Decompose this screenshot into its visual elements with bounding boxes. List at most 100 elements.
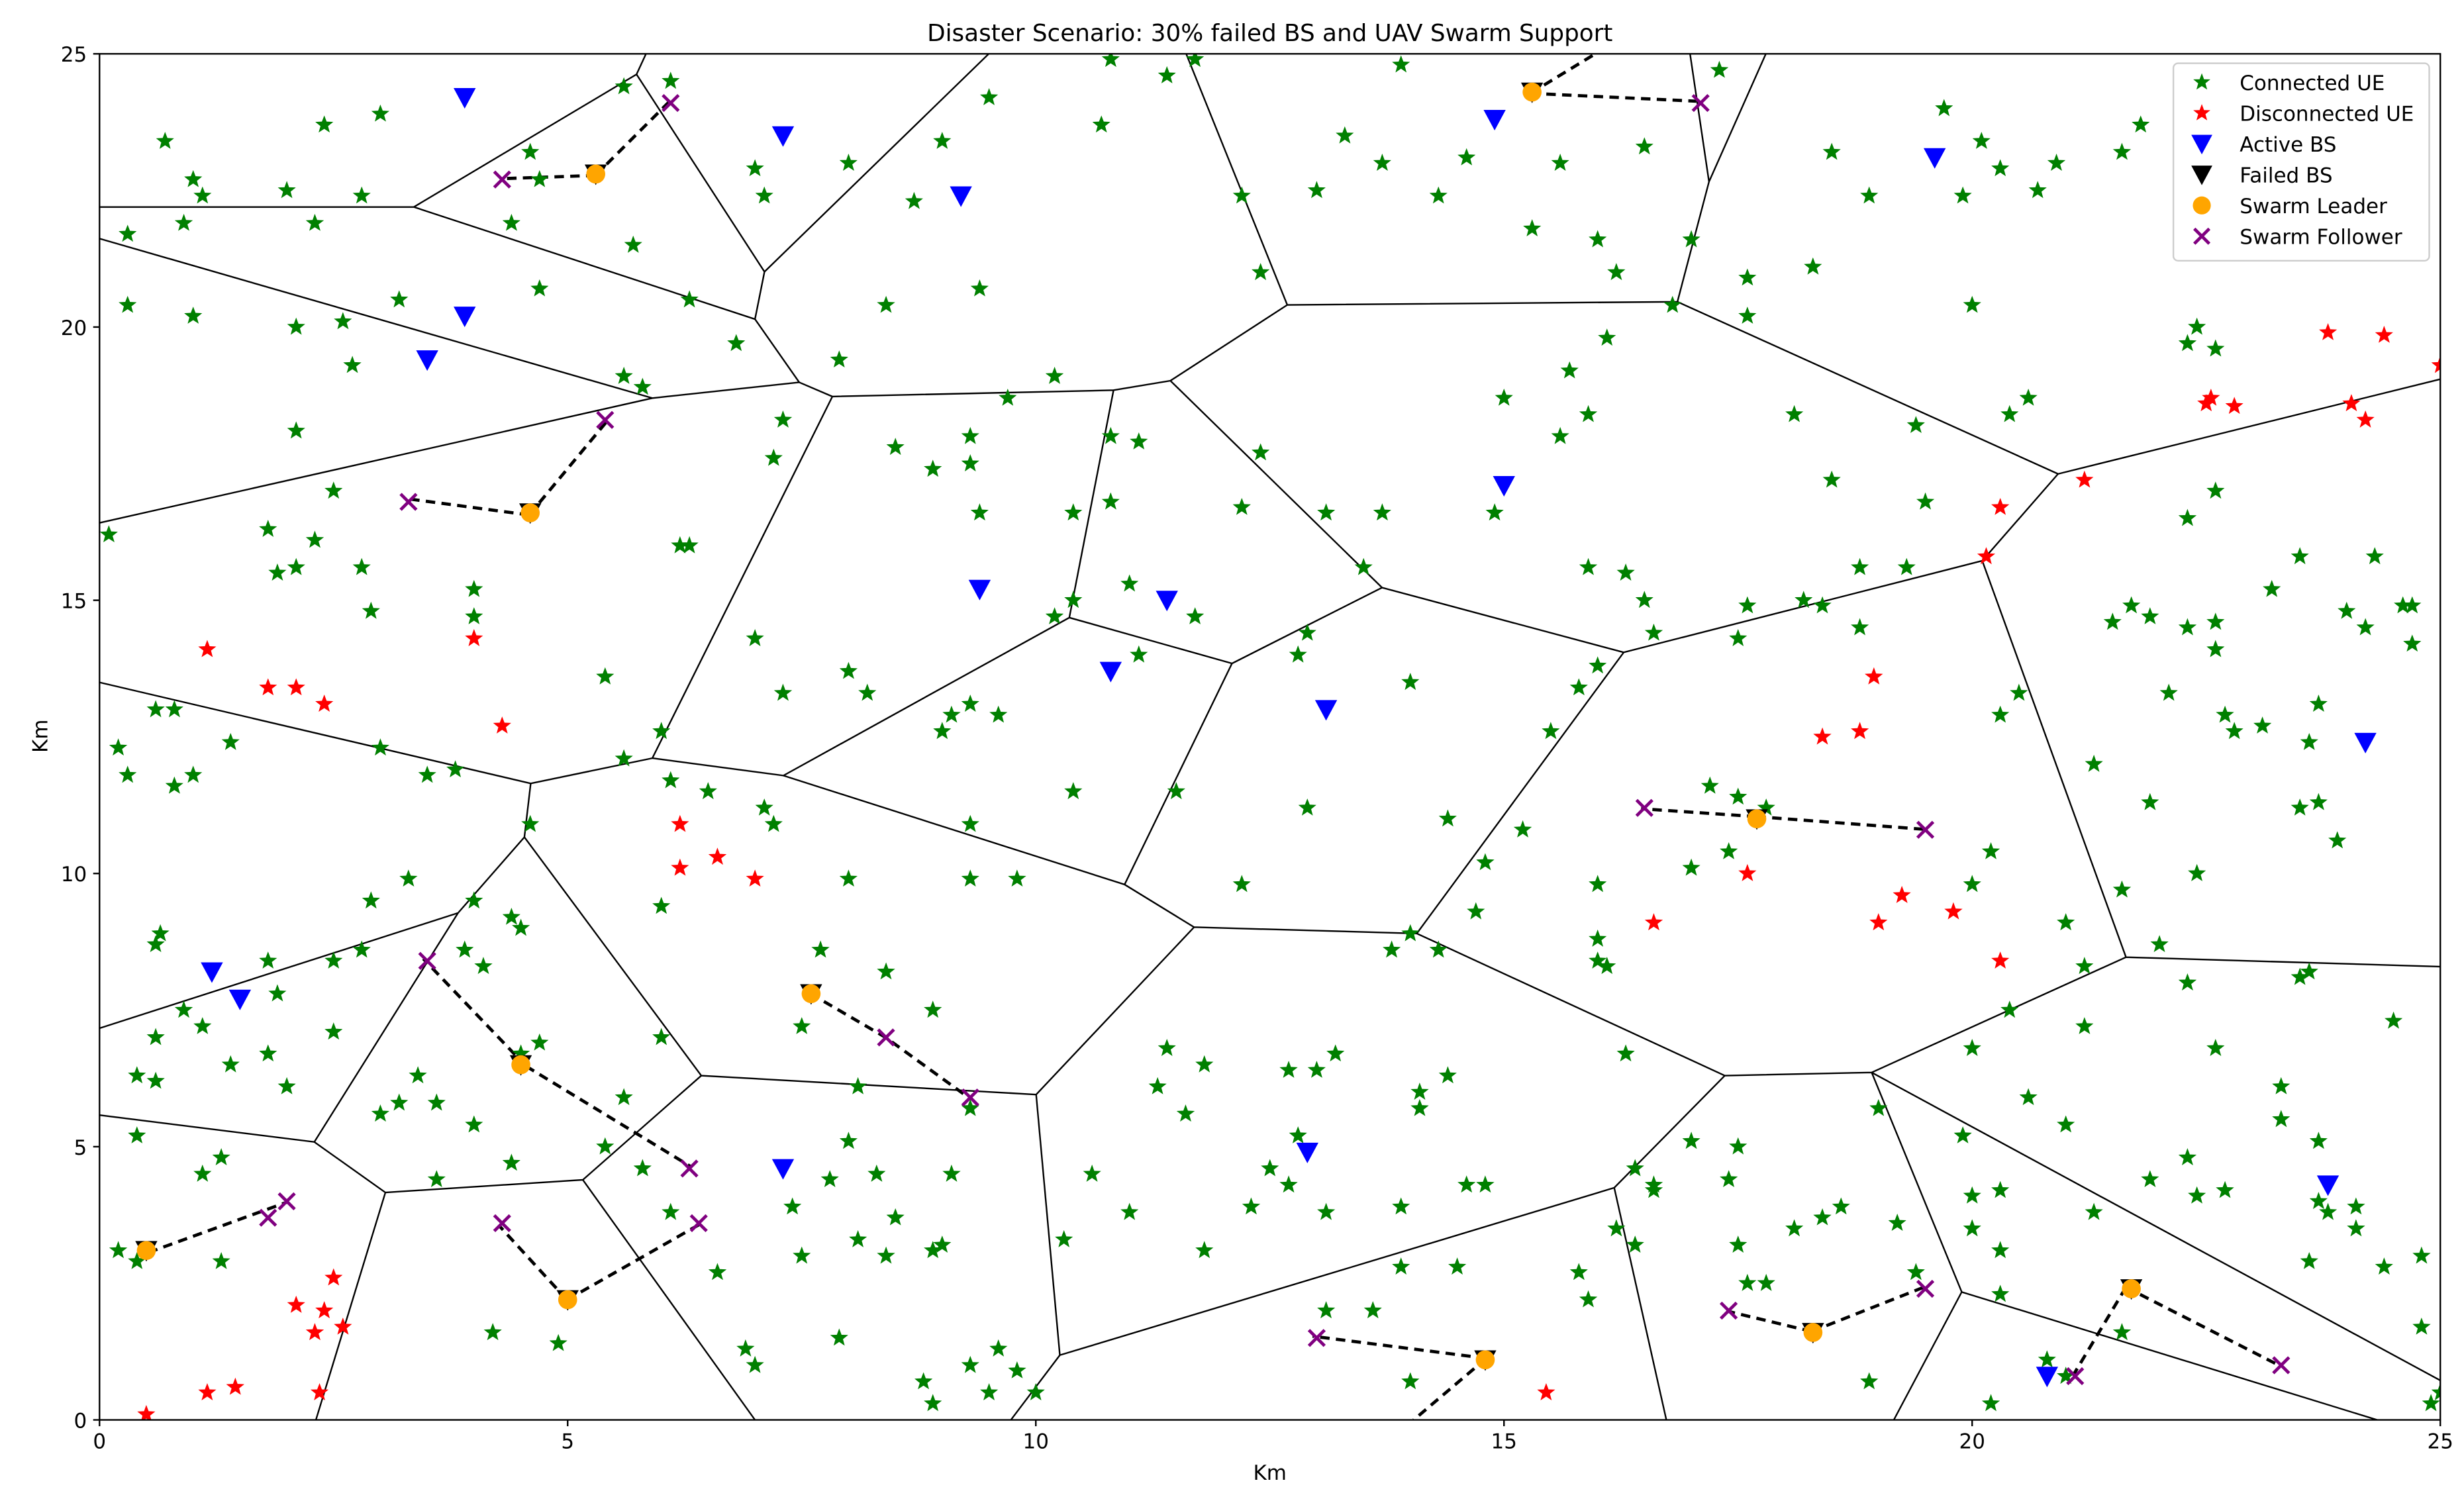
ue-marker xyxy=(1851,722,1869,740)
ue-marker xyxy=(193,186,212,204)
ue-marker xyxy=(961,814,979,832)
bs-marker xyxy=(2036,1367,2059,1388)
follower-marker xyxy=(418,951,436,970)
ue-marker xyxy=(2122,596,2141,614)
ue-marker xyxy=(773,683,793,701)
ue-marker xyxy=(1401,673,1420,691)
ue-marker xyxy=(465,579,483,597)
ue-marker xyxy=(128,1066,146,1084)
ue-marker xyxy=(849,1077,867,1094)
bs-marker xyxy=(1314,700,1338,721)
ue-marker xyxy=(1953,1126,1972,1143)
ue-marker xyxy=(924,1241,942,1259)
bs-marker xyxy=(201,962,223,983)
ue-marker xyxy=(746,1355,764,1373)
ue-marker xyxy=(184,307,203,324)
ue-marker xyxy=(1195,1055,1214,1073)
ue-marker xyxy=(1813,1208,1832,1226)
ue-marker xyxy=(371,104,389,122)
ue-marker xyxy=(1569,1263,1588,1281)
ue-marker xyxy=(2225,397,2243,414)
ue-marker xyxy=(1551,426,1569,444)
ue-marker xyxy=(146,700,165,718)
leader-marker xyxy=(2193,196,2211,215)
ue-marker xyxy=(1232,498,1251,515)
ue-marker xyxy=(671,536,689,554)
ue-marker xyxy=(1242,1197,1261,1215)
ue-marker xyxy=(1935,99,1953,117)
ue-marker xyxy=(924,459,942,477)
ue-marker xyxy=(2150,935,2169,953)
ue-marker xyxy=(119,295,137,313)
ue-marker xyxy=(268,563,287,581)
ue-marker xyxy=(1795,591,1813,608)
ue-marker xyxy=(493,716,511,734)
ue-marker xyxy=(2291,798,2309,816)
ue-marker xyxy=(399,869,418,887)
ue-marker xyxy=(2253,716,2272,734)
ue-marker xyxy=(268,984,287,1002)
ue-marker xyxy=(2422,1394,2440,1412)
leader-marker xyxy=(801,984,821,1004)
ue-marker xyxy=(1055,1230,1073,1247)
ue-marker xyxy=(867,1164,886,1182)
ue-marker xyxy=(1317,1301,1336,1319)
ue-marker xyxy=(1893,885,1911,903)
ue-marker xyxy=(793,1017,811,1034)
x-tick-label: 0 xyxy=(93,1429,106,1453)
ue-marker xyxy=(1252,263,1270,281)
ue-marker xyxy=(2385,1011,2403,1029)
ue-marker xyxy=(2075,957,2094,975)
ue-marker xyxy=(1130,432,1148,450)
ue-marker xyxy=(980,88,999,105)
ue-marker xyxy=(1822,470,1841,488)
ue-marker xyxy=(2057,1115,2075,1133)
ue-marker xyxy=(193,1017,212,1034)
ue-marker xyxy=(652,1028,671,1045)
ue-marker xyxy=(839,661,858,679)
ue-marker xyxy=(502,213,520,231)
ue-marker xyxy=(1589,875,1607,893)
ue-marker xyxy=(961,869,979,887)
ue-marker xyxy=(1729,787,1748,805)
ue-marker xyxy=(633,377,652,395)
bs-marker xyxy=(1099,661,1122,683)
ue-marker xyxy=(2188,1186,2206,1204)
ue-marker xyxy=(1738,1273,1757,1291)
ue-marker xyxy=(615,77,633,95)
ue-marker xyxy=(1495,388,1513,406)
ue-marker xyxy=(483,1323,502,1341)
ue-marker xyxy=(2112,880,2132,898)
ue-marker xyxy=(1682,858,1700,876)
ue-marker xyxy=(1635,137,1653,155)
ue-marker xyxy=(2178,973,2197,991)
ue-marker xyxy=(1120,574,1139,592)
ue-marker xyxy=(109,1241,128,1259)
ue-marker xyxy=(512,918,530,936)
bs-marker xyxy=(1493,475,1515,497)
ue-marker xyxy=(465,607,483,624)
ue-marker xyxy=(212,1251,230,1269)
ue-marker xyxy=(961,694,979,712)
ue-marker xyxy=(1167,782,1185,800)
ue-marker xyxy=(961,454,979,471)
ue-marker xyxy=(1279,1175,1298,1193)
ue-marker xyxy=(2309,793,2328,810)
ue-marker xyxy=(1410,1083,1429,1100)
ue-marker xyxy=(2178,1148,2197,1166)
ue-marker xyxy=(1682,1132,1700,1149)
ue-marker xyxy=(820,1170,839,1187)
bs-marker xyxy=(228,989,252,1010)
ue-marker xyxy=(2431,1382,2441,1400)
ue-marker xyxy=(1832,1197,1850,1215)
bs-marker xyxy=(2316,1175,2340,1196)
bs-marker xyxy=(771,126,795,147)
ue-marker xyxy=(662,1202,680,1220)
ue-marker xyxy=(2216,705,2234,723)
ue-marker xyxy=(2356,410,2375,428)
ue-marker xyxy=(970,279,989,297)
ue-marker xyxy=(1354,557,1373,575)
ue-marker xyxy=(1579,557,1598,575)
ue-marker xyxy=(259,678,277,696)
follower-marker xyxy=(961,1088,979,1107)
